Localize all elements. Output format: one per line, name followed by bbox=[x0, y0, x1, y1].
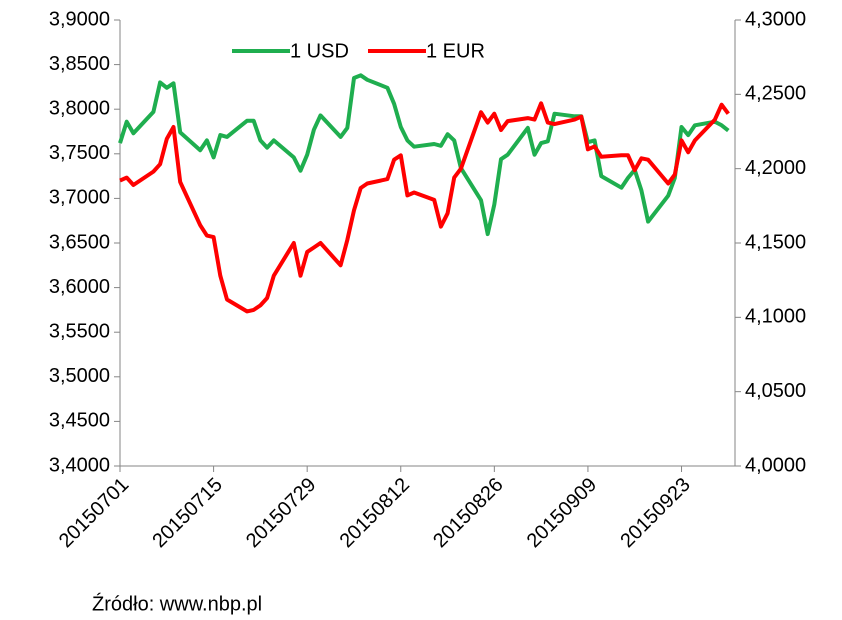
y-tick-label: 3,7000 bbox=[49, 187, 110, 209]
y-tick-label: 3,8000 bbox=[49, 97, 110, 119]
y2-tick-label: 4,0500 bbox=[745, 380, 806, 402]
x-tick-label: 20150701 bbox=[55, 474, 133, 552]
series-line bbox=[118, 73, 730, 237]
y-tick-label: 3,5000 bbox=[49, 365, 110, 387]
legend-label: 1 USD bbox=[290, 40, 349, 62]
y-tick-label: 3,8500 bbox=[49, 53, 110, 75]
y-tick-label: 3,9000 bbox=[49, 8, 110, 30]
y-tick-label: 3,6000 bbox=[49, 276, 110, 298]
x-tick-label: 20150715 bbox=[148, 474, 226, 552]
y-tick-label: 3,6500 bbox=[49, 231, 110, 253]
y2-tick-label: 4,1000 bbox=[745, 306, 806, 328]
y2-tick-label: 4,0000 bbox=[745, 454, 806, 476]
y-tick-label: 3,7500 bbox=[49, 142, 110, 164]
source-note: Źródło: www.nbp.pl bbox=[92, 592, 262, 615]
x-tick-label: 20150812 bbox=[336, 474, 414, 552]
y-tick-label: 3,4500 bbox=[49, 410, 110, 432]
y-tick-label: 3,5500 bbox=[49, 320, 110, 342]
y2-tick-label: 4,2000 bbox=[745, 157, 806, 179]
y2-tick-label: 4,1500 bbox=[745, 231, 806, 253]
y2-tick-label: 4,3000 bbox=[745, 8, 806, 30]
x-tick-label: 20150729 bbox=[242, 474, 320, 552]
y2-tick-label: 4,2500 bbox=[745, 83, 806, 105]
series-line bbox=[119, 101, 730, 314]
y-tick-label: 3,4000 bbox=[49, 454, 110, 476]
x-tick-label: 20150826 bbox=[429, 474, 507, 552]
x-tick-label: 20150923 bbox=[616, 474, 694, 552]
x-tick-label: 20150909 bbox=[523, 474, 601, 552]
legend-label: 1 EUR bbox=[426, 40, 485, 62]
